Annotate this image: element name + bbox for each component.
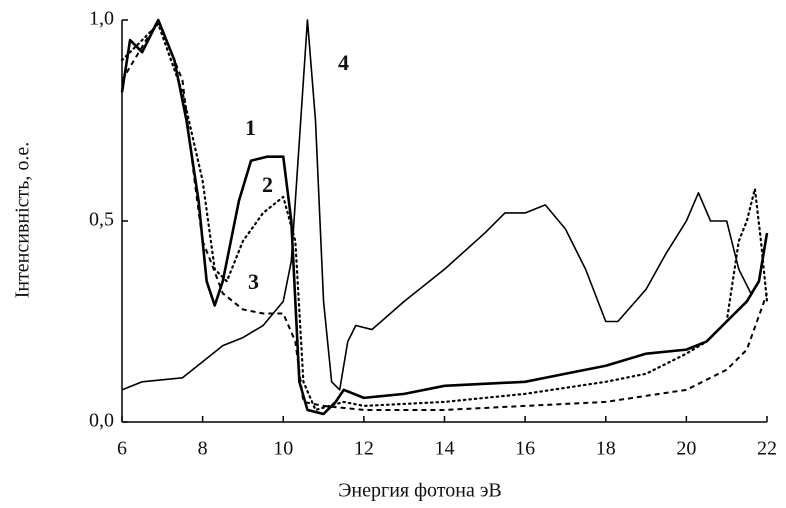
series-line	[120, 22, 769, 412]
x-tick-label: 16	[515, 438, 535, 460]
x-tick-label: 12	[354, 438, 374, 460]
curve-label: 4	[338, 50, 349, 75]
curve-label: 2	[262, 172, 273, 197]
curve-label: 1	[245, 115, 256, 140]
y-axis-label: Інтенсивність, о.е.	[12, 142, 34, 299]
y-tick-label: 1,0	[89, 8, 114, 30]
x-tick-label: 10	[273, 438, 293, 460]
x-tick-label: 22	[757, 438, 777, 460]
series-line	[121, 19, 768, 411]
series-line	[120, 18, 769, 416]
x-tick-label: 6	[117, 438, 127, 460]
curve-label: 3	[248, 269, 259, 294]
x-tick-label: 20	[676, 438, 696, 460]
series-line	[121, 19, 768, 391]
x-tick-label: 14	[435, 438, 455, 460]
y-tick-label: 0,5	[89, 209, 114, 231]
x-axis-label: Энергия фотона эВ	[338, 480, 502, 502]
x-tick-label: 8	[198, 438, 208, 460]
y-tick-label: 0,0	[89, 410, 114, 432]
x-tick-label: 18	[596, 438, 616, 460]
